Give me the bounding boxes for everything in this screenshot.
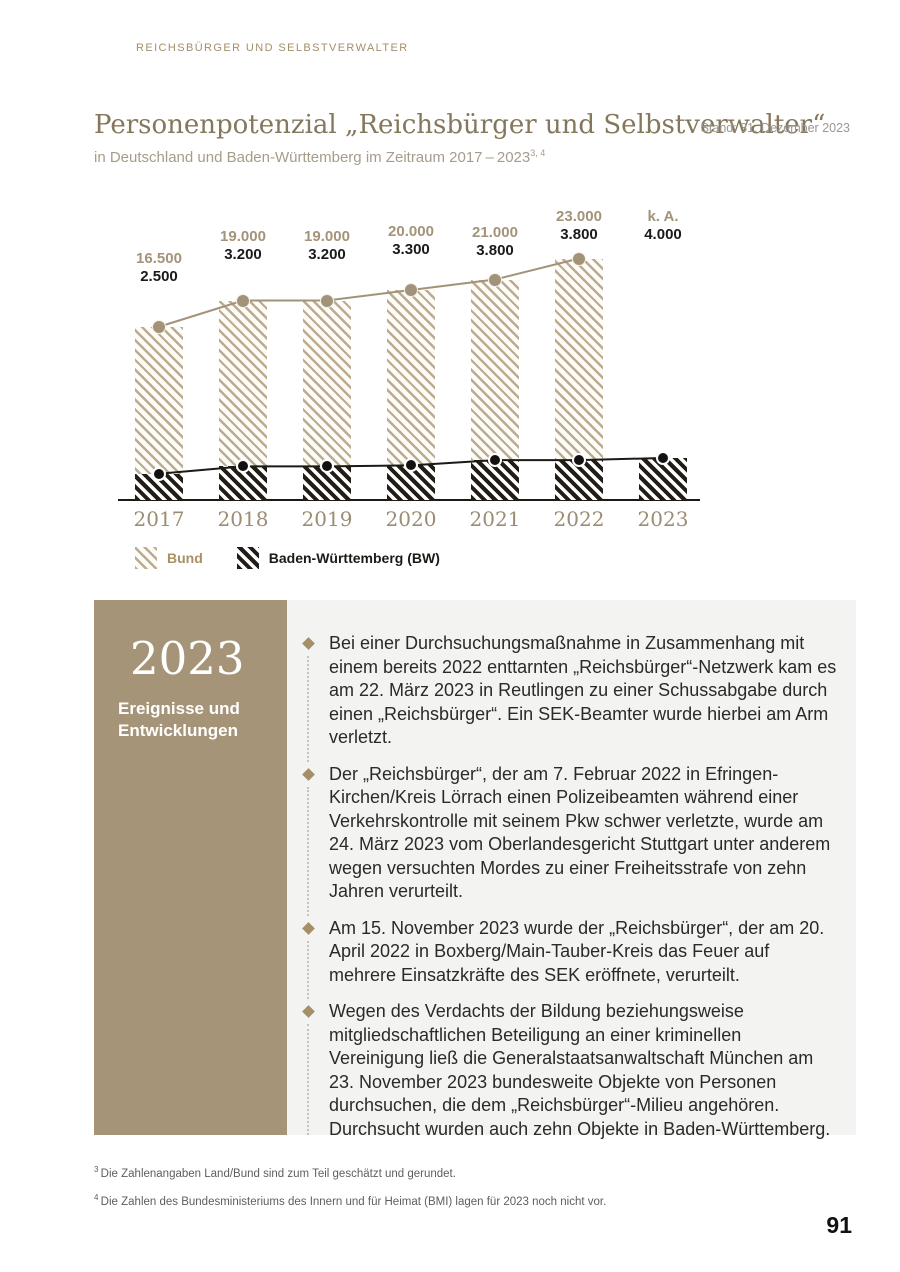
dot-bw-2017 (152, 466, 166, 481)
events-section: 2023 Ereignisse und Entwicklungen Bei ei… (94, 600, 856, 1139)
event-item-4: Wegen des Verdachts der Bildung beziehun… (302, 1000, 840, 1141)
value-label-bund-2023: k. A. (647, 208, 679, 225)
value-label-bw-2022: 3.800 (560, 226, 598, 243)
event-item-text: Am 15. November 2023 wurde der „Reichsbü… (329, 917, 825, 985)
events-year: 2023 (130, 632, 245, 685)
dotted-rail (307, 940, 309, 999)
events-sidebar: 2023 Ereignisse und Entwicklungen (94, 600, 287, 1135)
x-axis-label-2023: 2023 (637, 507, 689, 531)
dot-bw-2022 (572, 453, 586, 468)
subtitle-text: in Deutschland und Baden-Württemberg im … (94, 149, 531, 166)
dot-bw-2020 (404, 458, 418, 473)
person-potential-chart: 16.500 2.500 19.000 3.200 19.000 3.200 20.000 3… (94, 195, 734, 540)
x-axis-label-2022: 2022 (553, 507, 605, 531)
value-label-bund-2021: 21.000 (472, 224, 518, 241)
dot-bund-2019 (320, 293, 334, 308)
footnote-text: Die Zahlen des Bundesministeriums des In… (100, 1195, 607, 1208)
legend-swatch-bund-hatch-icon (135, 547, 157, 569)
value-label-bund-2017: 16.500 (136, 250, 182, 267)
dotted-rail (307, 786, 309, 916)
dot-bw-2023 (656, 451, 670, 465)
value-label-bw-2020: 3.300 (392, 241, 430, 258)
legend-swatch-bw-hatch-icon (236, 547, 259, 569)
footnote-text: Die Zahlenangaben Land/Bund sind zum Tei… (100, 1167, 456, 1180)
diamond-bullet-icon (302, 921, 315, 935)
bar-bw-2018 (219, 466, 267, 500)
page-number: 91 (826, 1212, 852, 1238)
value-label-bw-2021: 3.800 (476, 242, 514, 259)
event-item-text: Wegen des Verdachts der Bildung beziehun… (329, 1001, 831, 1139)
x-axis-label-2018: 2018 (217, 507, 269, 531)
value-label-bw-2019: 3.200 (308, 246, 346, 263)
footnote-marker: 4 (94, 1192, 101, 1202)
legend-item-bw: Baden-Württemberg (BW) (236, 547, 440, 569)
legend-label-bund: Bund (167, 550, 203, 566)
dot-bw-2021 (488, 453, 502, 468)
dot-bund-2020 (404, 283, 418, 297)
x-axis-label-2017: 2017 (133, 507, 185, 531)
status-date: Stand: 31. Dezember 2023 (700, 121, 850, 135)
page-title: Personenpotenzial „Reichsbürger und Selb… (94, 110, 826, 140)
event-item-1: Bei einer Durchsuchungsmaßnahme in Zusam… (302, 632, 840, 762)
diamond-bullet-icon (302, 637, 315, 650)
value-label-bund-2018: 19.000 (220, 228, 266, 245)
value-label-bund-2020: 20.000 (388, 223, 434, 240)
diamond-bullet-icon (302, 767, 315, 781)
value-label-bund-2022: 23.000 (556, 208, 602, 225)
footnotes: 3 Die Zahlenangaben Land/Bund sind zum T… (94, 1158, 606, 1214)
events-list: Bei einer Durchsuchungsmaßnahme in Zusam… (287, 600, 856, 1139)
footnote-marker: 3 (94, 1165, 101, 1174)
chart-legend: Bund Baden-Württemberg (BW) (135, 547, 440, 569)
subtitle-footnote-refs: 3, 4 (530, 148, 546, 158)
dotted-rail (307, 1024, 309, 1135)
dot-bund-2018 (236, 293, 250, 308)
bar-bw-2021 (471, 460, 519, 500)
x-axis-label-2020: 2020 (385, 507, 437, 531)
event-item-2: Der „Reichsbürger“, der am 7. Februar 20… (302, 763, 840, 916)
dot-bund-2022 (572, 251, 586, 266)
bar-bw-2022 (555, 460, 603, 500)
legend-label-bw: Baden-Württemberg (BW) (268, 550, 440, 566)
dot-bund-2017 (152, 319, 166, 334)
page-kicker: REICHSBÜRGER UND SELBSTVERWALTER (136, 42, 409, 54)
legend-item-bund: Bund (135, 547, 203, 569)
diamond-bullet-icon (302, 1005, 315, 1018)
x-axis-label-2021: 2021 (469, 507, 521, 531)
dot-bw-2019 (320, 459, 334, 474)
value-label-bund-2019: 19.000 (304, 228, 350, 245)
dot-bund-2021 (488, 272, 502, 287)
x-axis-label-2019: 2019 (301, 507, 353, 531)
event-item-text: Der „Reichsbürger“, der am 7. Februar 20… (329, 763, 831, 902)
bar-bw-2023 (639, 458, 687, 500)
value-label-bw-2018: 3.200 (224, 246, 262, 263)
value-label-bw-2023: 4.000 (644, 226, 682, 243)
event-item-text: Bei einer Durchsuchungsmaßnahme in Zusam… (329, 633, 837, 747)
page-subtitle: in Deutschland und Baden-Württemberg im … (94, 148, 545, 166)
event-item-3: Am 15. November 2023 wurde der „Reichsbü… (302, 917, 840, 999)
footnote-3: 3 Die Zahlenangaben Land/Bund sind zum T… (94, 1158, 606, 1186)
dotted-rail (307, 656, 309, 762)
value-label-bw-2017: 2.500 (140, 268, 178, 285)
dot-bw-2018 (236, 459, 250, 474)
footnote-4: 4 Die Zahlen des Bundesministeriums des … (94, 1186, 606, 1214)
events-heading: Ereignisse und Entwicklungen (118, 699, 240, 740)
x-axis-line (118, 499, 700, 501)
